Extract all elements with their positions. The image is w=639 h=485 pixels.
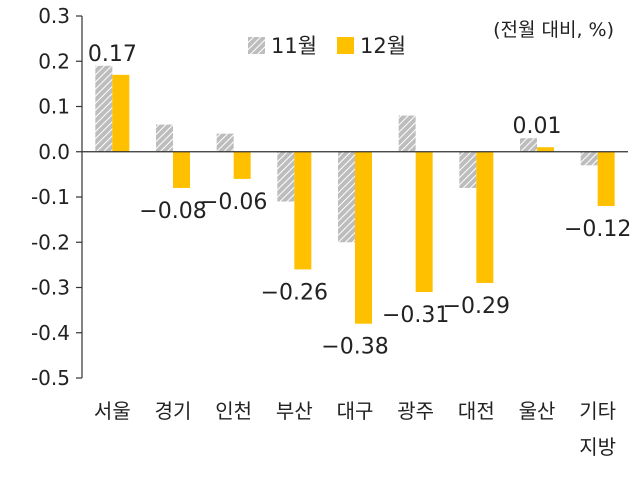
y-tick-label: 0.2	[38, 49, 70, 73]
data-label: 0.17	[88, 42, 137, 67]
bar-12월-광주	[415, 151, 433, 293]
bar-11월-기타 지방	[580, 151, 598, 166]
bar-12월-대전	[476, 151, 494, 283]
bar-11월-대구	[338, 151, 355, 243]
x-category-label: 경기	[155, 399, 192, 423]
bar-11월-대전	[459, 151, 477, 188]
y-tick-label: -0.1	[31, 185, 70, 209]
y-tick-label: 0.1	[38, 95, 70, 119]
x-category-label: 인천	[215, 399, 252, 423]
y-tick-label: 0.3	[38, 4, 70, 28]
unit-note: (전월 대비, %)	[493, 19, 614, 41]
bar-11월-경기	[156, 124, 173, 152]
bar-11월-서울	[95, 65, 113, 152]
bar-12월-부산	[294, 151, 312, 270]
bars	[95, 65, 615, 324]
x-category-label: 기타 지방	[579, 399, 616, 459]
data-label: −0.06	[200, 190, 267, 215]
data-label: −0.31	[382, 303, 449, 328]
y-tick-label: -0.3	[31, 276, 70, 300]
y-axis: 0.3 0.2 0.1 0.0 -0.1 -0.2 -0.3 -0.4 -0.5	[31, 4, 83, 390]
data-label: −0.26	[261, 280, 328, 305]
x-category-label: 대구	[337, 399, 374, 423]
legend: 11월 12월	[248, 34, 406, 58]
bar-11월-광주	[398, 115, 416, 152]
x-axis-labels: 서울 경기 인천 부산 대구 광주 대전 울산 기타 지방	[94, 399, 616, 459]
legend-swatch-12월	[337, 37, 354, 54]
y-tick-label: -0.5	[31, 366, 70, 390]
legend-label-12월: 12월	[360, 34, 406, 58]
data-label: −0.12	[564, 217, 631, 242]
bar-12월-서울	[112, 74, 130, 152]
bar-12월-인천	[233, 151, 251, 179]
x-category-label: 서울	[94, 399, 131, 423]
legend-swatch-11월	[248, 37, 265, 54]
y-tick-label: -0.2	[31, 230, 70, 254]
data-label: −0.29	[443, 294, 510, 319]
bar-11월-부산	[277, 151, 295, 202]
legend-label-11월: 11월	[271, 34, 317, 58]
bar-11월-인천	[216, 133, 234, 152]
data-labels: 0.17 −0.08−0.06 −0.26 −0.38 −0.31−0.29 0.01 −0…	[88, 42, 632, 360]
x-category-label: 울산	[519, 399, 556, 423]
x-category-label: 부산	[276, 399, 313, 423]
y-tick-label: -0.4	[31, 321, 70, 345]
bar-12월-기타 지방	[597, 151, 615, 207]
data-label: −0.38	[321, 335, 388, 360]
bar-12월-대구	[355, 151, 372, 324]
bar-12월-울산	[537, 147, 554, 152]
data-label: −0.08	[139, 199, 206, 224]
x-category-label: 광주	[397, 399, 434, 423]
bar-11월-울산	[520, 138, 537, 152]
data-label: 0.01	[513, 114, 562, 139]
bar-12월-경기	[173, 151, 190, 188]
y-tick-label: 0.0	[38, 140, 70, 164]
x-category-label: 대전	[458, 399, 495, 423]
